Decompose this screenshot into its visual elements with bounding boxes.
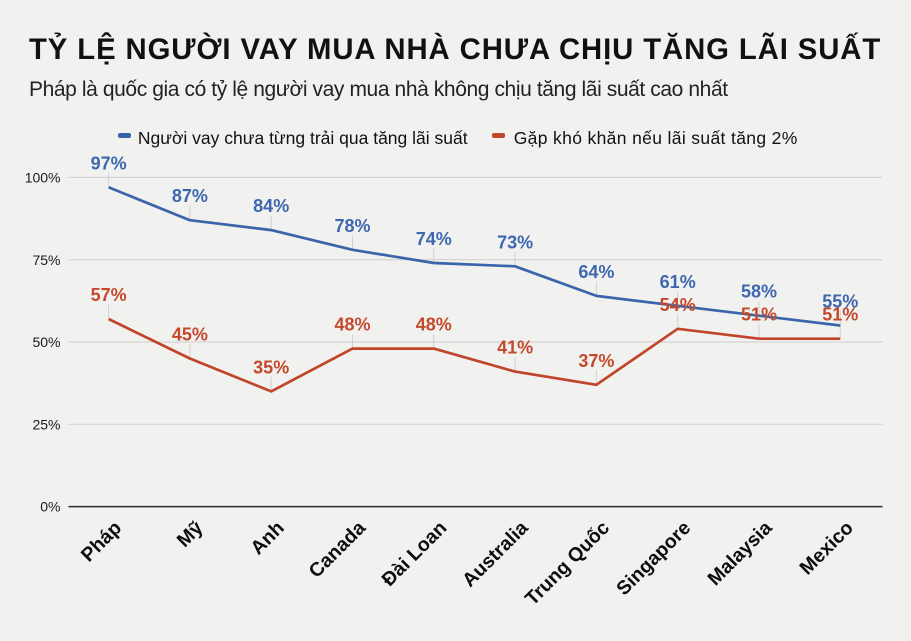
svg-text:58%: 58% [741, 282, 777, 302]
svg-text:Mexico: Mexico [796, 517, 858, 579]
svg-text:73%: 73% [497, 232, 533, 252]
svg-text:61%: 61% [660, 272, 696, 292]
svg-text:Pháp: Pháp [77, 517, 126, 566]
svg-text:74%: 74% [416, 229, 452, 249]
svg-text:35%: 35% [253, 357, 289, 377]
svg-text:Australia: Australia [458, 517, 533, 592]
svg-text:64%: 64% [578, 262, 614, 282]
svg-text:0%: 0% [40, 499, 60, 515]
svg-text:Mỹ: Mỹ [173, 517, 208, 552]
svg-text:78%: 78% [334, 216, 370, 236]
svg-text:25%: 25% [32, 416, 60, 432]
svg-text:97%: 97% [91, 153, 127, 173]
svg-text:84%: 84% [253, 196, 289, 216]
svg-text:Singapore: Singapore [612, 517, 695, 600]
svg-text:Trung Quốc: Trung Quốc [521, 517, 614, 610]
svg-text:75%: 75% [32, 252, 60, 268]
svg-text:55%: 55% [822, 292, 858, 312]
svg-text:50%: 50% [32, 334, 60, 350]
svg-text:57%: 57% [91, 285, 127, 305]
svg-text:Đài Loan: Đài Loan [378, 517, 452, 591]
svg-text:51%: 51% [741, 305, 777, 325]
svg-text:Canada: Canada [305, 517, 370, 582]
svg-text:51%: 51% [822, 305, 858, 325]
svg-text:37%: 37% [578, 351, 614, 371]
svg-text:48%: 48% [334, 315, 370, 335]
svg-text:Malaysia: Malaysia [703, 517, 776, 590]
svg-text:87%: 87% [172, 186, 208, 206]
svg-text:48%: 48% [416, 315, 452, 335]
svg-text:54%: 54% [660, 295, 696, 315]
svg-text:41%: 41% [497, 338, 533, 358]
svg-text:Anh: Anh [246, 517, 288, 559]
svg-text:45%: 45% [172, 325, 208, 345]
svg-text:100%: 100% [25, 170, 61, 186]
